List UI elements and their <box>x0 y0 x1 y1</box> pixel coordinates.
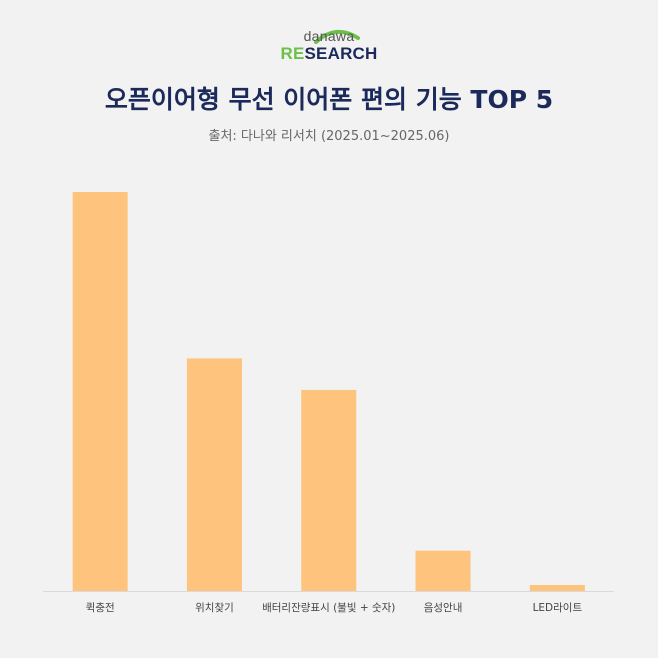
bar-5 <box>529 585 585 591</box>
bar-2 <box>186 358 242 591</box>
chart-subtitle: 출처: 다나와 리서치 (2025.01~2025.06) <box>208 129 450 144</box>
chart-title: 오픈이어형 무선 이어폰 편의 기능 TOP 5 <box>104 85 554 114</box>
bar-4 <box>415 550 471 591</box>
logo-swoosh-icon <box>314 30 360 44</box>
logo-research-text: RESEARCH <box>0 44 658 64</box>
x-tick-label-3: 배터리잔량표시 (불빛 + 숫자) <box>262 602 395 614</box>
bar-3 <box>301 389 357 591</box>
logo-danawa-text: danawa <box>303 28 355 44</box>
x-tick-label-4: 음성안내 <box>424 602 463 614</box>
x-tick-label-5: LED라이트 <box>533 602 583 614</box>
bar-1 <box>72 192 128 591</box>
logo-re-text: RE <box>280 44 305 63</box>
logo-search-text: SEARCH <box>304 44 378 63</box>
x-tick-label-1: 퀵충전 <box>86 601 115 614</box>
danawa-research-logo: danawa RESEARCH <box>0 26 658 70</box>
x-tick-label-2: 위치찾기 <box>195 601 234 614</box>
